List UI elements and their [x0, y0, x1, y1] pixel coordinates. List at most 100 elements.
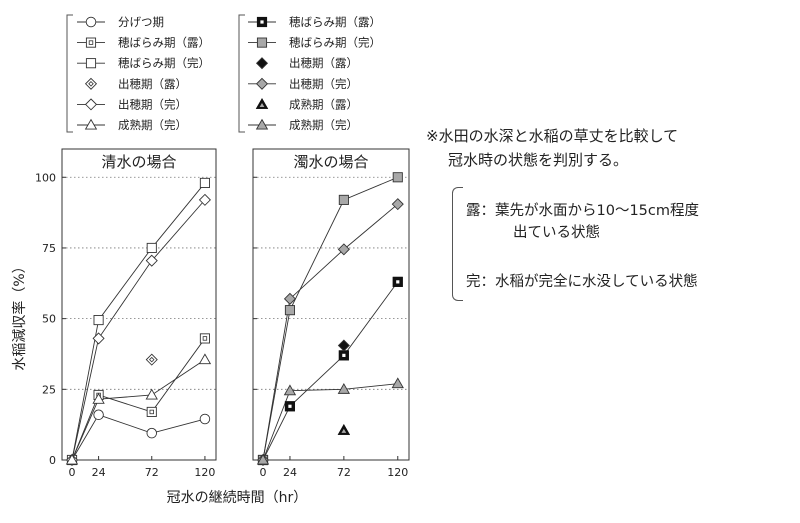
panel-title: 清水の場合	[101, 153, 176, 171]
legend-marker	[84, 77, 98, 90]
series-line	[71, 359, 206, 461]
legend-marker	[255, 98, 269, 109]
y-tick-label: 25	[42, 383, 56, 396]
legend-marker	[255, 77, 269, 90]
series-line	[262, 176, 398, 461]
legend-marker	[255, 118, 269, 130]
legend-label: 穂ばらみ期（露）	[118, 36, 210, 50]
data-point	[146, 427, 158, 439]
legend-label: 穂ばらみ期（完）	[118, 56, 210, 70]
data-point	[284, 305, 296, 316]
legend-label: 成熟期（完）	[289, 118, 358, 132]
definition-full: 完：水稲が完全に水没している状態	[466, 274, 698, 290]
definition-dew-line-1: 露：葉先が水面から10～15cm程度	[466, 203, 699, 219]
legend-label: 穂ばらみ期（露）	[289, 15, 381, 29]
definition-dew-line-2: 出ている状態	[513, 225, 600, 241]
legend-item: 成熟期（露）	[255, 97, 358, 111]
legend-item: 出穂期（完）	[248, 77, 358, 91]
data-point	[199, 413, 211, 425]
data-point	[283, 384, 297, 396]
x-tick-label: 72	[337, 466, 351, 479]
data-point	[145, 388, 158, 400]
series-line	[71, 414, 206, 461]
legend-item: 出穂期（露）	[84, 77, 187, 91]
data-point	[338, 350, 349, 361]
legend-label: 成熟期（完）	[118, 118, 187, 132]
data-point	[93, 409, 104, 421]
legend-item: 穂ばらみ期（露）	[248, 15, 381, 29]
data-point	[337, 424, 351, 435]
data-point	[199, 177, 210, 188]
y-axis-label: 水稲減収率（%）	[11, 259, 28, 370]
data-point	[198, 193, 211, 206]
legend-item: 出穂期（完）	[77, 97, 187, 111]
legend-item: 穂ばらみ期（完）	[77, 56, 210, 70]
legend-marker	[256, 16, 268, 28]
legend-item: 分げつ期	[77, 15, 164, 29]
data-point	[392, 276, 403, 287]
data-point	[256, 453, 270, 465]
legend-marker	[85, 37, 97, 48]
legend-label: 出穂期（完）	[118, 97, 187, 111]
legend-bracket	[66, 14, 73, 133]
legend-item: 穂ばらみ期（完）	[248, 36, 381, 50]
legend-label: 分げつ期	[118, 15, 164, 29]
legend-label: 出穂期（露）	[289, 56, 358, 70]
series-line	[262, 383, 398, 461]
legend-marker	[85, 16, 97, 28]
y-tick-label: 0	[49, 454, 56, 467]
panel-clear-water: 0 25 50 75 100 0 24 72 120 清水の場合	[35, 148, 217, 479]
legend-marker	[84, 118, 98, 130]
legend-label: 成熟期（露）	[289, 97, 358, 111]
data-point	[392, 172, 403, 183]
data-point	[65, 453, 79, 465]
data-point	[337, 339, 350, 352]
x-tick-label: 0	[260, 466, 267, 479]
panel-muddy-water: 0 24 72 120 濁水の場合	[252, 148, 410, 479]
series-line	[71, 338, 206, 461]
data-point	[146, 406, 157, 417]
data-point	[391, 198, 404, 211]
x-tick-label: 120	[387, 466, 408, 479]
legend-marker	[84, 98, 98, 111]
legend-item: 成熟期（完）	[248, 118, 358, 132]
plot-frame	[61, 148, 217, 461]
series-line	[71, 199, 206, 461]
y-tick-label: 50	[42, 313, 56, 326]
data-point	[92, 392, 105, 404]
data-point	[284, 401, 296, 412]
panel-title: 濁水の場合	[293, 153, 368, 171]
data-point	[92, 332, 105, 345]
x-tick-label: 72	[145, 466, 159, 479]
legend: 分げつ期穂ばらみ期（露）穂ばらみ期（完）出穂期（露）出穂期（完）成熟期（完）穂ば…	[66, 14, 381, 133]
legend-label: 出穂期（露）	[118, 77, 187, 91]
legend-item: 成熟期（完）	[77, 118, 187, 132]
x-tick-label: 0	[69, 466, 76, 479]
note-line-1: ※水田の水深と水稲の草丈を比較して	[426, 127, 679, 145]
legend-marker	[255, 57, 269, 70]
data-point	[199, 333, 210, 344]
data-point	[146, 242, 157, 254]
legend-marker	[256, 37, 268, 48]
data-point	[338, 194, 349, 205]
series-line	[262, 203, 399, 461]
legend-item: 穂ばらみ期（露）	[77, 36, 210, 50]
series-line	[262, 281, 399, 461]
plot-frame	[252, 148, 410, 461]
series-line	[71, 182, 206, 461]
data-point	[145, 254, 158, 267]
legend-bracket	[238, 14, 245, 133]
x-axis-label: 冠水の継続時間（hr）	[167, 489, 308, 506]
y-tick-label: 75	[42, 242, 56, 255]
data-point	[391, 377, 404, 389]
definition-bracket	[452, 187, 463, 301]
y-tick-label: 100	[35, 171, 56, 184]
data-point	[337, 243, 350, 256]
legend-label: 出穂期（完）	[289, 77, 358, 91]
legend-label: 穂ばらみ期（完）	[289, 36, 381, 50]
legend-item: 出穂期（露）	[255, 56, 358, 70]
data-point	[198, 353, 212, 365]
data-point	[145, 353, 158, 366]
note-line-2: 冠水時の状態を判別する。	[448, 151, 629, 169]
